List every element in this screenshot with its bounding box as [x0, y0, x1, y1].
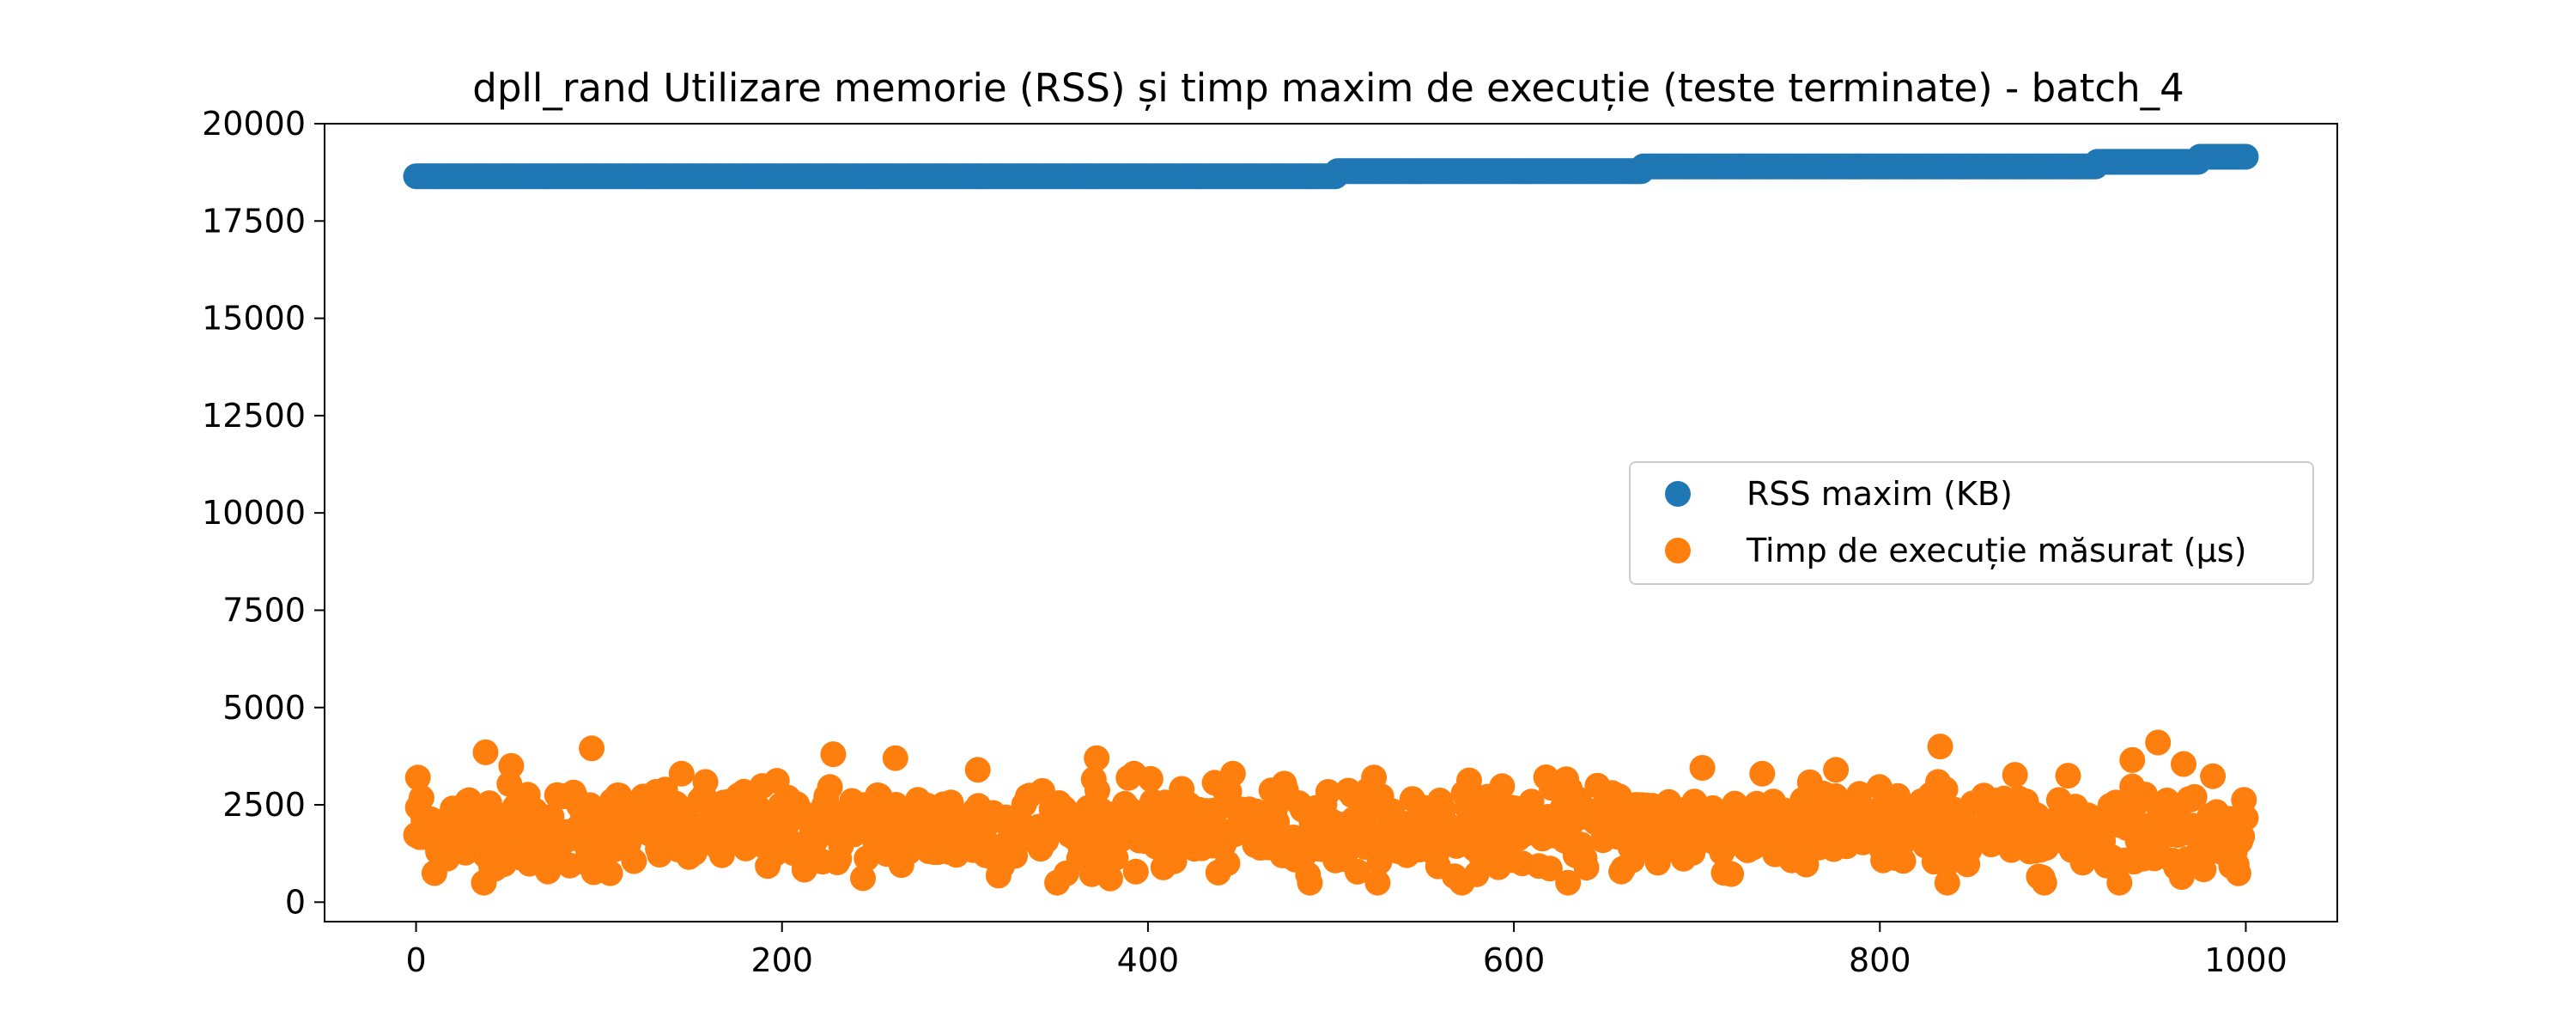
time-point [2055, 763, 2081, 789]
rss-point [2233, 143, 2259, 170]
time-point [472, 739, 499, 765]
time-point [1823, 757, 1850, 783]
time-point [1264, 808, 1291, 835]
x-tick-label: 1000 [2204, 941, 2287, 979]
y-tick-label: 0 [285, 883, 306, 921]
time-point [404, 764, 431, 791]
time-point [1555, 869, 1582, 896]
time-point [1297, 869, 1323, 896]
x-tick-label: 400 [1117, 941, 1180, 979]
time-point [1084, 777, 1110, 804]
legend-box [1629, 461, 2314, 585]
time-point [1890, 848, 1917, 874]
x-tick-label: 200 [750, 941, 813, 979]
y-tick-label: 5000 [222, 689, 306, 727]
series-rss [403, 143, 2259, 190]
time-point [1489, 773, 1516, 800]
time-point [1536, 855, 1563, 882]
legend-label-rss: RSS maxim (KB) [1747, 475, 2013, 513]
time-point [408, 784, 434, 811]
time-point [817, 774, 843, 801]
time-point [1718, 861, 1745, 887]
time-point [579, 735, 605, 762]
time-point [1084, 745, 1110, 771]
time-point [692, 769, 719, 795]
y-tick-label: 17500 [202, 202, 306, 240]
time-point [964, 757, 991, 783]
time-point [2132, 782, 2159, 808]
time-point [2119, 746, 2146, 773]
time-point [1219, 760, 1246, 787]
legend-marker-time [1665, 538, 1691, 563]
y-tick-label: 2500 [222, 786, 306, 824]
time-point [2200, 763, 2227, 789]
time-point [1749, 760, 1776, 787]
legend: RSS maxim (KB) Timp de execuție măsurat (… [1629, 461, 2314, 585]
time-point [2106, 869, 2133, 896]
time-point [2002, 762, 2028, 788]
chart-title: dpll_rand Utilizare memorie (RSS) și tim… [472, 65, 2184, 111]
x-tick-label: 600 [1483, 941, 1546, 979]
time-point [2190, 856, 2217, 883]
y-tick-label: 12500 [202, 397, 306, 435]
legend-marker-rss [1665, 481, 1691, 507]
y-tick-label: 10000 [202, 494, 306, 532]
time-point [597, 860, 623, 886]
time-point [2145, 729, 2172, 756]
time-point [2233, 805, 2259, 831]
time-point [498, 752, 525, 779]
y-tick-label: 7500 [222, 591, 306, 629]
x-tick-label: 800 [1849, 941, 1911, 979]
time-point [820, 741, 847, 768]
time-point [1344, 858, 1370, 885]
time-point [882, 745, 908, 771]
series-time [403, 729, 2259, 896]
time-point [1934, 869, 1960, 896]
time-point [668, 760, 695, 787]
time-point [1315, 779, 1341, 805]
legend-label-time: Timp de execuție măsurat (μs) [1746, 532, 2246, 569]
time-point [2171, 751, 2196, 777]
time-point [1214, 850, 1241, 876]
time-point [1137, 765, 1163, 792]
y-tick-label: 15000 [202, 300, 306, 338]
x-tick-label: 0 [405, 941, 426, 979]
time-point [1927, 734, 1953, 760]
time-point [1122, 858, 1149, 885]
time-point [1644, 849, 1671, 876]
time-point [621, 848, 647, 874]
axes-frame [324, 123, 2338, 922]
time-point [1689, 755, 1716, 781]
time-point [2031, 869, 2057, 896]
y-tick-label: 20000 [202, 105, 306, 143]
time-point [1932, 776, 1959, 802]
time-point [1364, 869, 1391, 896]
time-point [1573, 855, 1600, 881]
time-point [1002, 843, 1029, 869]
time-point [2181, 783, 2208, 810]
time-point [850, 865, 876, 892]
time-point [2225, 860, 2251, 886]
time-point [1097, 865, 1123, 892]
